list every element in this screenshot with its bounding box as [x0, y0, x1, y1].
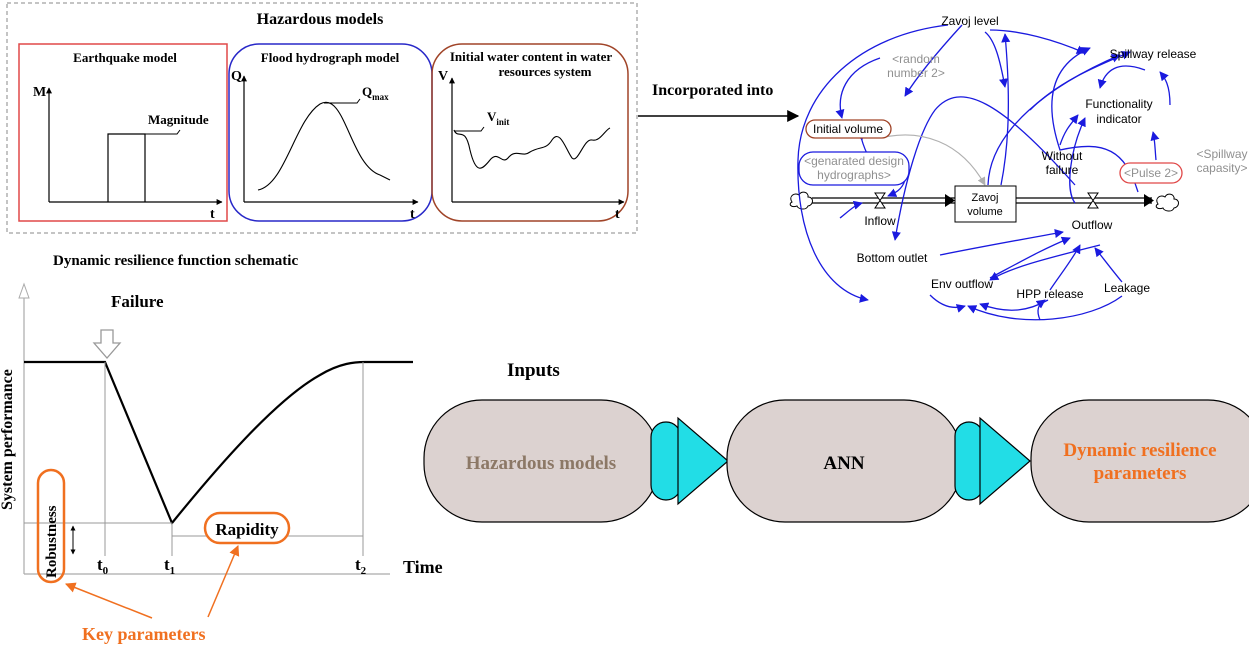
hazard-panel-title: Hazardous models [257, 11, 384, 28]
earthquake-model: Earthquake model M t Magnitude [18, 43, 228, 222]
failure-arrow-icon [92, 329, 122, 359]
ann-label: ANN [823, 453, 864, 474]
random-number-node-1: <random [892, 52, 940, 66]
incorporated-label: Incorporated into [652, 82, 773, 99]
zavoj-level-node: Zavoj level [941, 14, 998, 28]
resilience-title: Dynamic resilience function schematic [53, 253, 298, 269]
functionality-node-2: indicator [1096, 112, 1141, 126]
zavoj-volume-label-2: volume [967, 206, 1002, 218]
inflow-valve-icon [874, 192, 886, 209]
env-outflow-node: Env outflow [931, 277, 993, 291]
outflow-node: Outflow [1072, 218, 1113, 232]
failure-label: Failure [111, 292, 164, 311]
incorporated-into-connector: Incorporated into [638, 82, 800, 122]
design-hydrographs-node-1: <genarated design [804, 154, 904, 168]
gray-link [884, 134, 986, 186]
functionality-node-1: Functionality [1085, 97, 1152, 111]
pulse-node: <Pulse 2> [1124, 166, 1178, 180]
earthquake-title: Earthquake model [73, 50, 177, 65]
spillway-capacity-node-2: capasity> [1196, 161, 1247, 175]
t1-label: t1 [164, 555, 175, 577]
inflow-node: Inflow [864, 214, 896, 228]
outflow-valve-icon [1087, 192, 1099, 209]
spillway-release-node: Spillway release [1110, 47, 1197, 61]
robustness-box [36, 468, 66, 584]
source-cloud-icon [789, 191, 813, 210]
leakage-node: Leakage [1104, 281, 1150, 295]
without-failure-node-2: failure [1046, 163, 1079, 177]
causal-links [797, 24, 1171, 321]
hazard-models-panel: Hazardous models Earthquake model M t Ma… [6, 2, 638, 234]
robustness-label: Robustness [44, 505, 60, 578]
magnitude-label: Magnitude [148, 112, 209, 127]
output-capsule [1030, 399, 1249, 523]
inflow-pipe [812, 194, 955, 207]
water-x-axis: t [615, 207, 620, 222]
without-failure-node-1: Without [1042, 149, 1083, 163]
key-parameters-label: Key parameters [82, 624, 205, 644]
zavoj-volume-label-1: Zavoj [972, 192, 999, 204]
zavoj-volume-stock [954, 185, 1017, 223]
x-axis-label: Time [403, 557, 443, 577]
pulse-box [1119, 162, 1183, 184]
water-title-line2: resources system [498, 64, 591, 79]
y-axis-arrow-icon [18, 282, 30, 299]
t2-label: t2 [355, 555, 367, 577]
ann-pipeline: Inputs Hazardous models ANN Dynamic resi… [423, 360, 1249, 523]
outflow-pipe [1016, 194, 1154, 207]
flood-y-axis: Q [231, 69, 242, 84]
rapidity-box [203, 511, 291, 545]
vinit-label: Vinit [487, 109, 509, 127]
connector-arrow-1-icon [650, 416, 729, 506]
flood-title: Flood hydrograph model [261, 50, 400, 65]
system-dynamics-model: Zavoj volume [789, 14, 1248, 321]
sink-cloud-icon [1155, 193, 1179, 212]
inputs-label: Inputs [507, 360, 560, 381]
t0-label: t0 [97, 555, 109, 577]
resilience-schematic: Dynamic resilience function schematic Sy… [0, 253, 443, 644]
initial-volume-node: Initial volume [813, 122, 883, 136]
spillway-capacity-node-1: <Spillway [1196, 147, 1247, 161]
hpp-release-node: HPP release [1016, 287, 1083, 301]
rapidity-label: Rapidity [215, 520, 279, 539]
design-hydrographs-box [798, 151, 910, 186]
random-number-node-2: number 2> [887, 66, 945, 80]
output-label-line1: Dynamic resilience [1063, 440, 1216, 461]
water-title-line1: Initial water content in water [450, 49, 612, 64]
design-hydrographs-node-2: hydrographs> [817, 168, 891, 182]
water-y-axis: V [438, 69, 448, 84]
connector-arrow-2-icon [954, 416, 1031, 506]
hazard-models-input: Hazardous models [466, 453, 616, 474]
flood-x-axis: t [410, 207, 415, 222]
performance-curve [24, 360, 413, 526]
output-label-line2: parameters [1094, 463, 1187, 484]
qmax-label: Qmax [362, 84, 389, 102]
water-content-model: Initial water content in water resources… [431, 43, 629, 222]
flood-hydrograph-model: Flood hydrograph model Q t Qmax [228, 43, 433, 222]
bottom-outlet-node: Bottom outlet [857, 251, 928, 265]
earthquake-y-axis: M [33, 85, 46, 100]
y-axis-label: System performance [0, 369, 16, 510]
initial-volume-box [805, 119, 892, 139]
earthquake-x-axis: t [210, 207, 215, 222]
